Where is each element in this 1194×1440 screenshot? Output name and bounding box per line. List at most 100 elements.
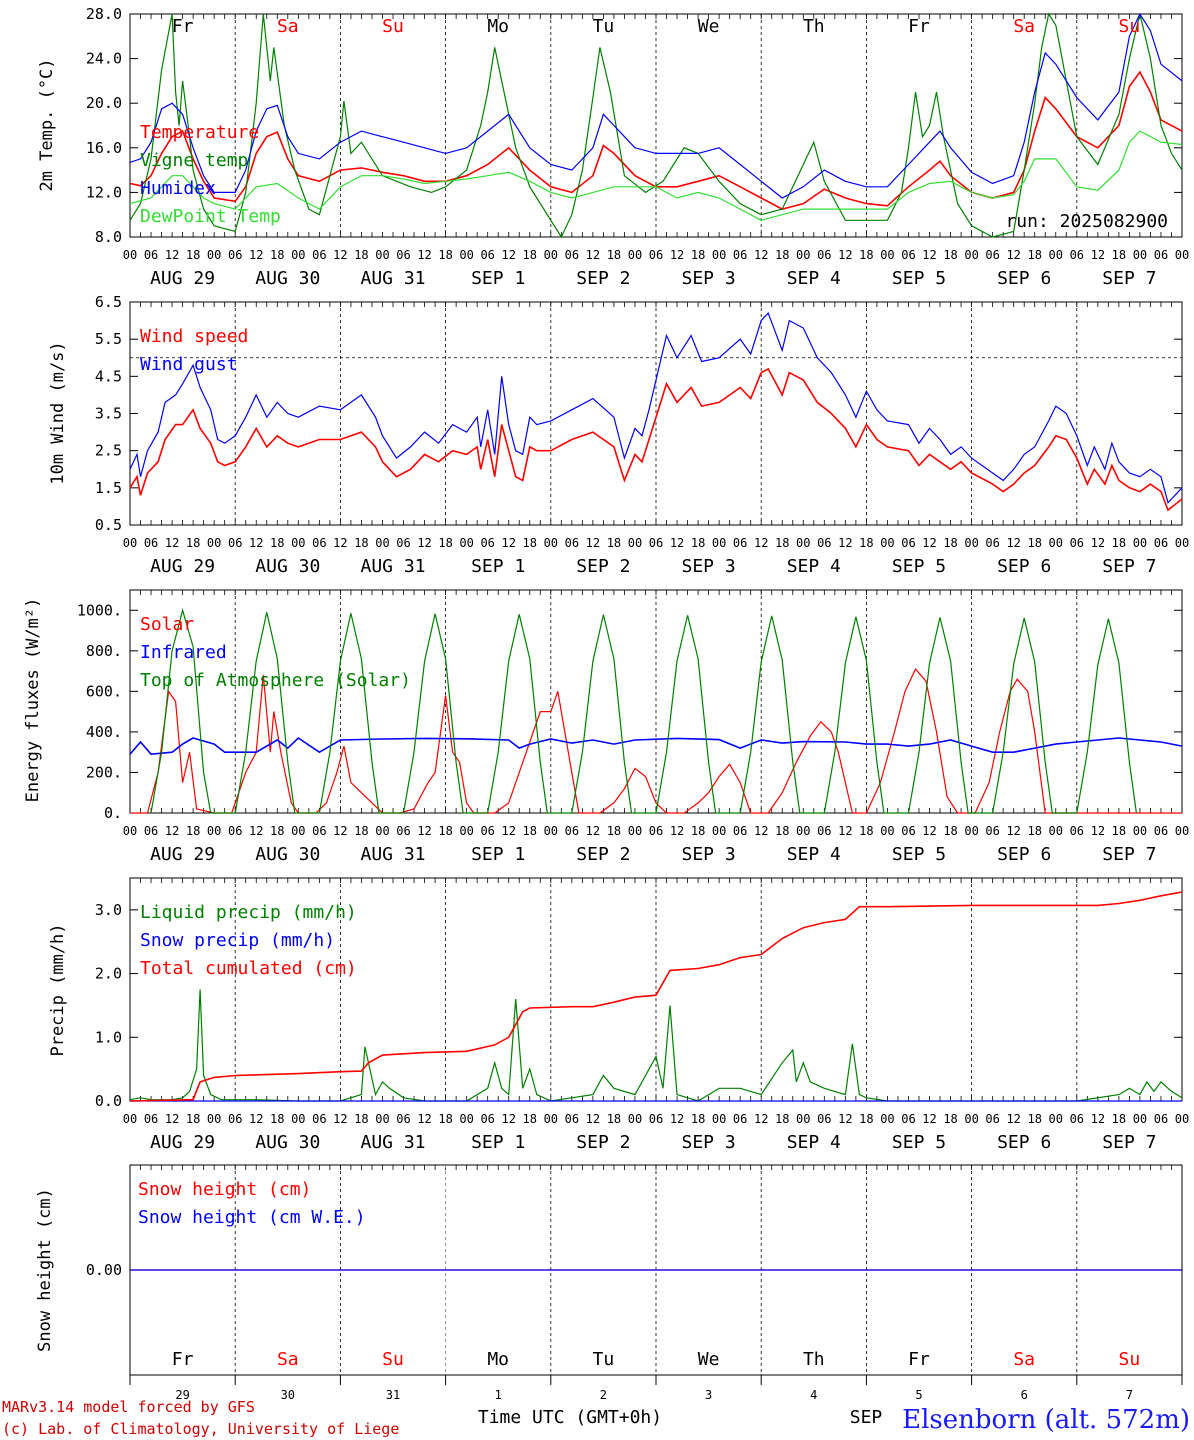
hour-tick-label: 12	[922, 824, 936, 838]
hour-tick-label: 00	[207, 248, 221, 262]
hour-tick-label: 12	[501, 536, 515, 550]
hour-tick-label: 12	[333, 1112, 347, 1126]
y-axis-label: 2m Temp. (°C)	[37, 58, 57, 191]
hour-tick-label: 06	[817, 248, 831, 262]
plot-frame	[129, 13, 1183, 238]
hour-tick-label: 06	[649, 248, 663, 262]
date-label: SEP 1	[471, 268, 525, 289]
hour-tick-label: 18	[186, 536, 200, 550]
date-label: SEP 1	[471, 844, 525, 865]
legend-entry: Solar	[140, 614, 194, 635]
hour-tick-label: 00	[712, 248, 726, 262]
y-tick-label: 1000.	[77, 601, 122, 619]
y-tick-label: 8.0	[95, 228, 122, 246]
series-line-1	[129, 989, 1183, 1102]
date-label: SEP 2	[576, 1132, 630, 1153]
hour-tick-label: 18	[270, 1112, 284, 1126]
y-tick-label: 4.5	[95, 367, 122, 385]
hour-tick-label: 12	[1006, 248, 1020, 262]
y-tick-label: 6.5	[95, 293, 122, 311]
hour-tick-label: 00	[1049, 1112, 1063, 1126]
hour-tick-label: 18	[607, 1112, 621, 1126]
hour-tick-label: 18	[775, 824, 789, 838]
weekday-label-top: Th	[803, 16, 825, 37]
y-tick-label: 0.5	[95, 516, 122, 534]
date-label: SEP 7	[1102, 556, 1156, 577]
hour-tick-label: 18	[523, 248, 537, 262]
hour-tick-label: 06	[565, 536, 579, 550]
hour-tick-label: 12	[922, 536, 936, 550]
date-label: AUG 30	[255, 844, 320, 865]
hour-tick-label: 00	[1175, 536, 1189, 550]
y-tick-label: 3.5	[95, 405, 122, 423]
hour-tick-label: 18	[1112, 248, 1126, 262]
date-label: SEP 2	[576, 268, 630, 289]
hour-tick-label: 00	[964, 536, 978, 550]
hour-tick-label: 00	[544, 824, 558, 838]
hour-tick-label: 18	[691, 824, 705, 838]
hour-tick-label: 12	[501, 824, 515, 838]
hour-tick-label: 00	[459, 1112, 473, 1126]
hour-tick-label: 18	[1112, 536, 1126, 550]
hour-tick-label: 00	[880, 536, 894, 550]
day-number-label: 3	[705, 1388, 712, 1402]
hour-tick-label: 18	[943, 536, 957, 550]
hour-tick-label: 06	[901, 536, 915, 550]
hour-tick-label: 12	[1091, 536, 1105, 550]
legend-entry: Liquid precip (mm/h)	[140, 902, 357, 923]
hour-tick-label: 00	[544, 248, 558, 262]
hour-tick-label: 00	[712, 536, 726, 550]
hour-tick-label: 00	[796, 536, 810, 550]
legend-entry: Total cumulated (cm)	[140, 958, 357, 979]
hour-tick-label: 06	[649, 824, 663, 838]
weekday-label-bottom: Sa	[1013, 1349, 1035, 1370]
hour-tick-label: 12	[754, 248, 768, 262]
hour-tick-label: 18	[1027, 1112, 1041, 1126]
date-label: SEP 2	[576, 844, 630, 865]
hour-tick-label: 06	[1070, 824, 1084, 838]
hour-tick-label: 12	[754, 824, 768, 838]
hour-tick-label: 18	[186, 248, 200, 262]
hour-tick-label: 06	[649, 536, 663, 550]
hour-tick-label: 12	[165, 1112, 179, 1126]
hour-tick-label: 06	[985, 1112, 999, 1126]
legend-entry: Snow precip (mm/h)	[140, 930, 335, 951]
date-label: AUG 29	[150, 844, 215, 865]
hour-tick-label: 00	[1049, 248, 1063, 262]
hour-tick-label: 00	[123, 1112, 137, 1126]
hour-tick-label: 18	[270, 536, 284, 550]
hour-tick-label: 00	[207, 824, 221, 838]
date-label: SEP 7	[1102, 844, 1156, 865]
hour-tick-label: 06	[1154, 536, 1168, 550]
y-tick-label: 800.	[86, 642, 122, 660]
legend-entry: Top of Atmosphere (Solar)	[140, 670, 411, 691]
date-label: SEP 5	[892, 844, 946, 865]
hour-tick-label: 00	[291, 536, 305, 550]
hour-tick-label: 06	[228, 248, 242, 262]
hour-tick-label: 12	[586, 1112, 600, 1126]
hour-tick-label: 06	[396, 824, 410, 838]
hour-tick-label: 06	[733, 824, 747, 838]
date-label: SEP 2	[576, 556, 630, 577]
weekday-label-bottom: Sa	[277, 1349, 299, 1370]
hour-tick-label: 18	[354, 248, 368, 262]
series-line-3	[129, 12, 1183, 199]
hour-tick-label: 12	[417, 824, 431, 838]
day-number-label: 31	[386, 1388, 400, 1402]
hour-tick-label: 00	[880, 824, 894, 838]
hour-tick-label: 12	[1006, 824, 1020, 838]
weekday-label-top: Su	[1119, 16, 1141, 37]
day-number-label: 5	[915, 1388, 922, 1402]
hour-tick-label: 12	[417, 536, 431, 550]
hour-tick-label: 06	[733, 248, 747, 262]
panel-5: 0.00 Snow height (cm) Snow height (cm) Snow…	[35, 1164, 1183, 1376]
bottom-time-axis: 29 30 31 1 2 3 4 5 6 7 SEP Time UTC (GMT+0h)	[129, 1375, 1183, 1428]
legend-entry: Wind speed	[140, 326, 248, 347]
hour-tick-label: 06	[817, 824, 831, 838]
plot-frame	[129, 589, 1183, 814]
weekday-label-bottom: Tu	[593, 1349, 615, 1370]
weekday-label-top: Sa	[277, 16, 299, 37]
y-axis-label: Snow height (cm)	[35, 1188, 55, 1352]
y-tick-label: 2.5	[95, 442, 122, 460]
hour-tick-label: 06	[1154, 824, 1168, 838]
